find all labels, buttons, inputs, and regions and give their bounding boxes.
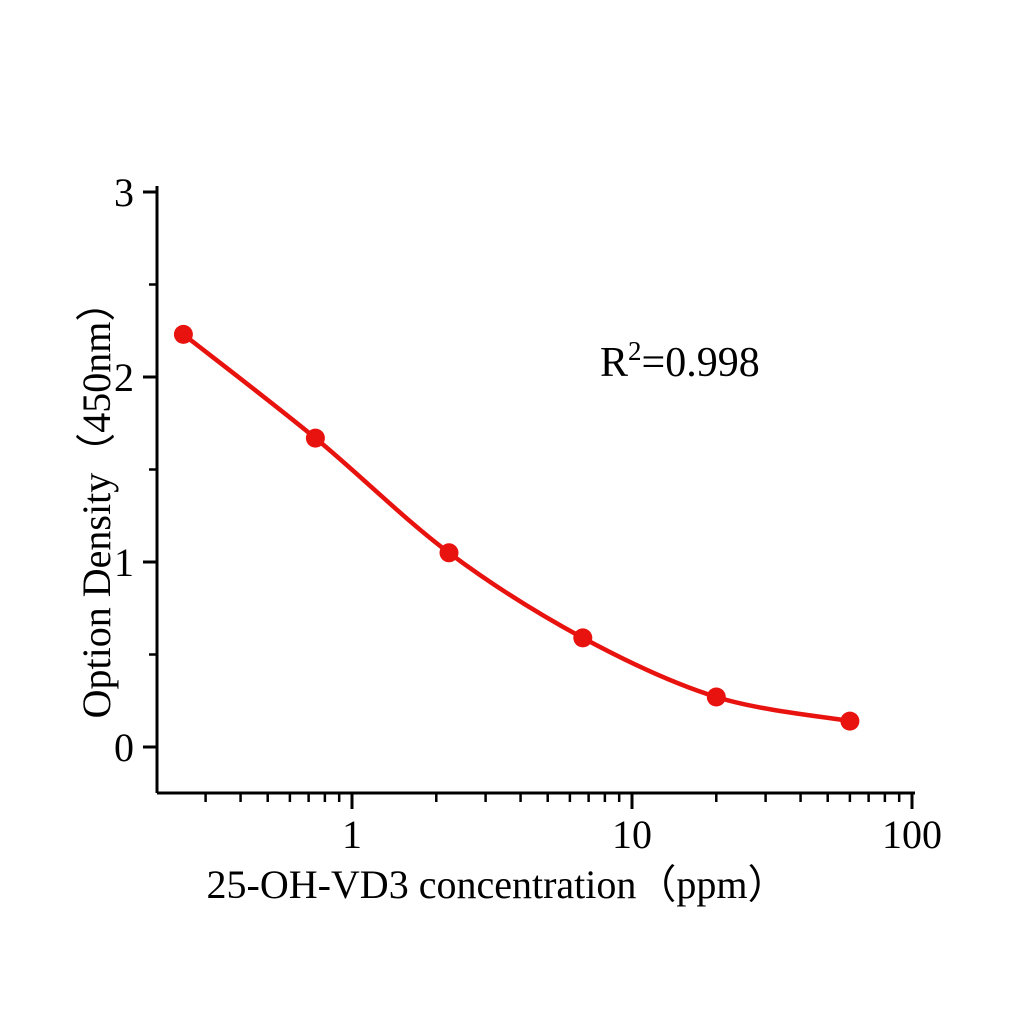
r-squared-annotation: R2=0.998 (600, 336, 760, 387)
data-point (573, 628, 593, 648)
x-tick-label: 100 (882, 812, 942, 857)
r-squared-base: R (600, 340, 629, 386)
r-squared-value: =0.998 (641, 340, 760, 386)
y-axis-title: Option Density（450nm） (74, 281, 119, 719)
x-axis-title: 25-OH-VD3 concentration（ppm） (206, 862, 788, 907)
curve-line (181, 332, 853, 724)
data-point (173, 324, 193, 344)
y-tick-label: 0 (114, 725, 134, 770)
y-tick-label: 3 (114, 170, 134, 215)
x-tick-label: 10 (612, 812, 652, 857)
y-tick-label: 2 (114, 355, 134, 400)
y-tick-label: 1 (114, 540, 134, 585)
data-point (840, 711, 860, 731)
x-tick-label: 1 (342, 812, 362, 857)
data-point (439, 543, 459, 563)
r-squared-exponent: 2 (628, 336, 642, 366)
data-point (305, 428, 325, 448)
data-point (706, 687, 726, 707)
